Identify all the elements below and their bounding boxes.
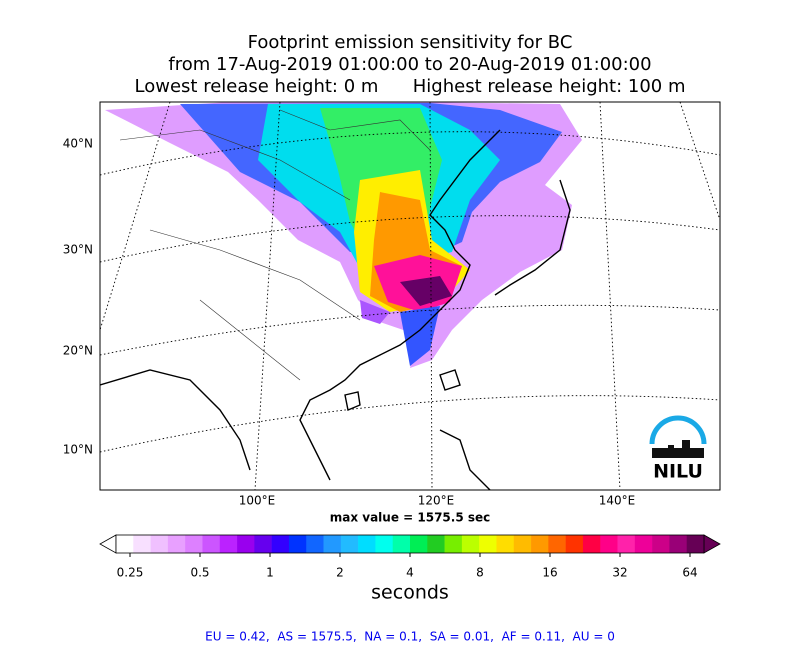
colorbar-cell — [167, 535, 186, 553]
colorbar-tick-label: 8 — [476, 566, 484, 580]
colorbar-cell — [669, 535, 688, 553]
colorbar-cell — [634, 535, 653, 553]
colorbar-cell — [306, 535, 324, 553]
colorbar-cell — [531, 535, 549, 553]
colorbar-extend — [99, 534, 117, 554]
footer: EU = 0.42, AS = 1575.5, NA = 0.1, SA = 0… — [205, 630, 615, 644]
colorbar-cell — [652, 535, 670, 553]
colorbar-cell — [133, 535, 151, 553]
colorbar-tick-label: 16 — [542, 566, 557, 580]
title-line: from 17-Aug-2019 01:00:00 to 20-Aug-2019… — [168, 54, 651, 75]
colorbar-tick-label: 2 — [336, 566, 344, 580]
colorbar-tick-label: 0.25 — [117, 566, 144, 580]
lat-label: 20°N — [63, 344, 93, 358]
colorbar-cell — [427, 535, 445, 553]
colorbar-cell — [185, 535, 203, 553]
lon-label: 100°E — [239, 494, 276, 508]
title-line: Lowest release height: 0 m Highest relea… — [135, 76, 686, 97]
colorbar-cell — [375, 535, 394, 553]
colorbar-cell — [617, 535, 636, 553]
lat-label: 30°N — [63, 243, 93, 257]
colorbar-cell — [202, 535, 221, 553]
colorbar-cell — [410, 535, 428, 553]
colorbar-tick-label: 32 — [612, 566, 627, 580]
colorbar-cell — [461, 535, 480, 553]
max-value: max value = 1575.5 sec — [330, 511, 491, 525]
colorbar-cell — [565, 535, 584, 553]
colorbar-cell — [444, 535, 463, 553]
colorbar-cell — [582, 535, 601, 553]
colorbar-cell — [150, 535, 169, 553]
colorbar-cell — [340, 535, 359, 553]
colorbar-tick-label: 0.5 — [190, 566, 209, 580]
colorbar: 0.25 0.5 1 2 4 8 16 32 64 — [99, 534, 721, 580]
colorbar-cell — [496, 535, 515, 553]
colorbar-tick-label: 4 — [406, 566, 414, 580]
lon-label: 140°E — [599, 494, 636, 508]
colorbar-cell — [219, 535, 238, 553]
colorbar-cell — [271, 535, 290, 553]
colorbar-cell — [600, 535, 618, 553]
colorbar-cell — [116, 535, 134, 553]
lat-label: 40°N — [63, 137, 93, 151]
lon-label: 120°E — [418, 494, 455, 508]
colorbar-cell — [479, 535, 497, 553]
logo-text: NILU — [653, 461, 703, 483]
colorbar-cell — [686, 535, 705, 553]
colorbar-cell — [513, 535, 532, 553]
title-line: Footprint emission sensitivity for BC — [248, 32, 573, 53]
colorbar-extend — [703, 534, 721, 554]
colorbar-label: seconds — [371, 582, 449, 604]
colorbar-cell — [323, 535, 342, 553]
colorbar-cell — [358, 535, 376, 553]
map-frame — [99, 101, 721, 491]
colorbar-cell — [237, 535, 255, 553]
colorbar-cell — [548, 535, 566, 553]
colorbar-cell — [392, 535, 411, 553]
colorbar-tick-label: 1 — [266, 566, 274, 580]
lat-label: 10°N — [63, 443, 93, 457]
logo: NILU — [649, 415, 707, 483]
colorbar-cell — [254, 535, 272, 553]
colorbar-cell — [288, 535, 307, 553]
colorbar-tick-label: 64 — [682, 566, 697, 580]
map — [100, 102, 720, 490]
